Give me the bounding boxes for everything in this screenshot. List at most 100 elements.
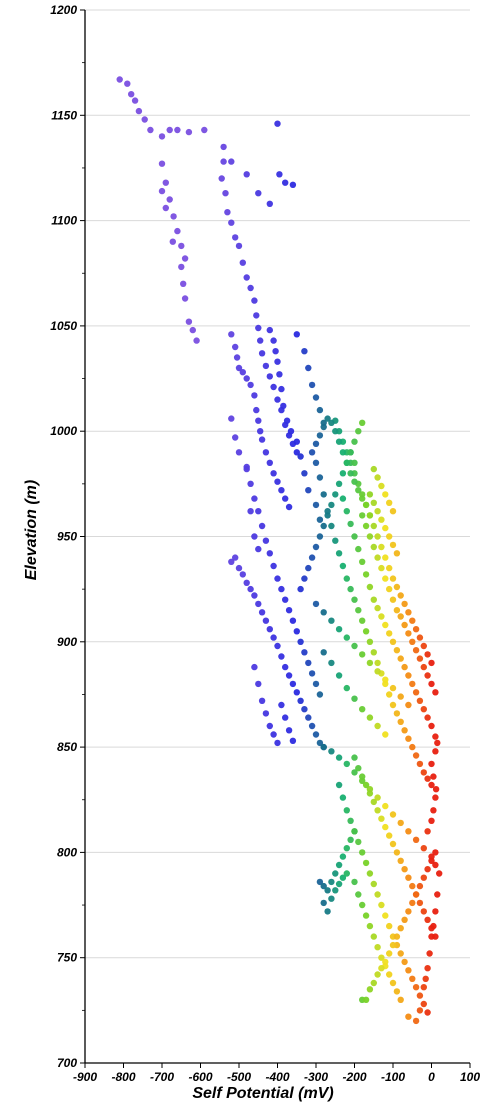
data-point-119 [297,638,304,645]
data-point-4 [135,107,143,115]
data-point-66 [243,375,250,382]
data-point-453 [320,423,327,431]
data-point-248 [386,585,393,593]
data-point-259 [428,680,435,688]
data-point-74 [266,459,273,466]
data-point-169 [312,543,320,551]
data-point-426 [424,965,431,972]
data-point-402 [366,986,374,993]
data-point-246 [378,564,385,572]
data-point-332 [366,870,374,877]
data-point-157 [262,710,270,717]
axes [80,9,471,1068]
y-tick-label-1150: 1150 [51,108,77,122]
data-point-406 [382,958,389,966]
data-point-23 [166,196,173,203]
data-point-335 [378,901,385,909]
data-point-31 [178,263,185,271]
data-point-142 [278,653,285,660]
data-point-378 [347,836,354,843]
data-point-16 [266,200,273,207]
data-point-25 [174,227,181,235]
data-point-288 [328,617,335,624]
data-point-63 [233,354,241,361]
data-point-211 [424,775,431,782]
data-point-330 [359,849,366,856]
data-point-381 [324,908,331,915]
x-tick-label--400: -400 [265,1070,289,1084]
data-point-206 [405,735,412,742]
data-point-326 [343,807,350,814]
data-point-12 [220,143,227,151]
data-point-2 [128,91,135,98]
data-point-275 [393,647,401,654]
data-point-18 [276,171,283,178]
data-point-452 [324,415,331,422]
data-point-289 [335,626,343,633]
x-tick-label--300: -300 [304,1070,328,1084]
data-point-90 [274,358,281,365]
data-point-261 [339,495,347,502]
data-point-324 [335,781,343,789]
data-point-152 [316,739,324,747]
data-point-333 [370,880,377,888]
data-point-113 [274,575,281,582]
data-point-130 [232,554,239,561]
data-point-209 [416,760,424,768]
data-point-223 [370,522,377,530]
data-point-54 [270,383,277,391]
data-point-236 [420,642,427,650]
data-point-27 [181,255,189,262]
data-point-344 [412,984,420,991]
data-point-150 [308,722,316,730]
data-point-37 [220,158,227,165]
data-point-348 [351,754,358,761]
data-point-327 [347,817,354,824]
data-point-109 [258,522,266,530]
data-point-347 [424,1009,431,1016]
data-point-6 [147,126,154,134]
data-point-30 [169,238,176,245]
data-point-282 [420,706,427,713]
data-point-166 [301,575,308,582]
data-point-118 [293,628,300,635]
data-point-129 [228,558,235,565]
data-point-190 [343,575,350,582]
data-point-329 [355,838,362,846]
data-point-361 [401,866,408,873]
data-point-459 [378,482,385,490]
data-point-159 [270,731,277,738]
data-point-146 [293,689,300,696]
data-point-421 [434,891,441,898]
data-point-411 [401,916,408,923]
data-point-82 [305,364,312,372]
x-tick-label-0: 0 [428,1070,435,1084]
data-point-64 [235,364,243,372]
data-point-196 [366,638,374,645]
data-point-120 [301,649,308,656]
data-point-356 [382,823,389,831]
data-point-240 [351,459,358,466]
data-point-470 [393,550,401,557]
data-point-450 [332,428,339,435]
data-point-273 [386,630,393,637]
data-point-235 [416,634,424,641]
data-point-167 [305,564,312,572]
data-point-161 [278,701,285,709]
data-point-77 [278,487,285,494]
y-tick-label-850: 850 [57,740,77,754]
data-point-114 [278,585,285,593]
data-point-425 [426,950,433,957]
data-point-437 [430,773,437,780]
data-point-184 [320,491,327,498]
data-point-376 [339,853,347,860]
data-point-49 [255,324,262,332]
data-point-464 [370,499,377,506]
data-point-67 [247,381,254,389]
data-point-245 [374,554,381,561]
data-point-116 [285,607,293,614]
data-point-155 [255,680,262,688]
data-point-435 [432,794,439,801]
data-point-19 [282,179,289,186]
data-point-61 [228,331,235,338]
